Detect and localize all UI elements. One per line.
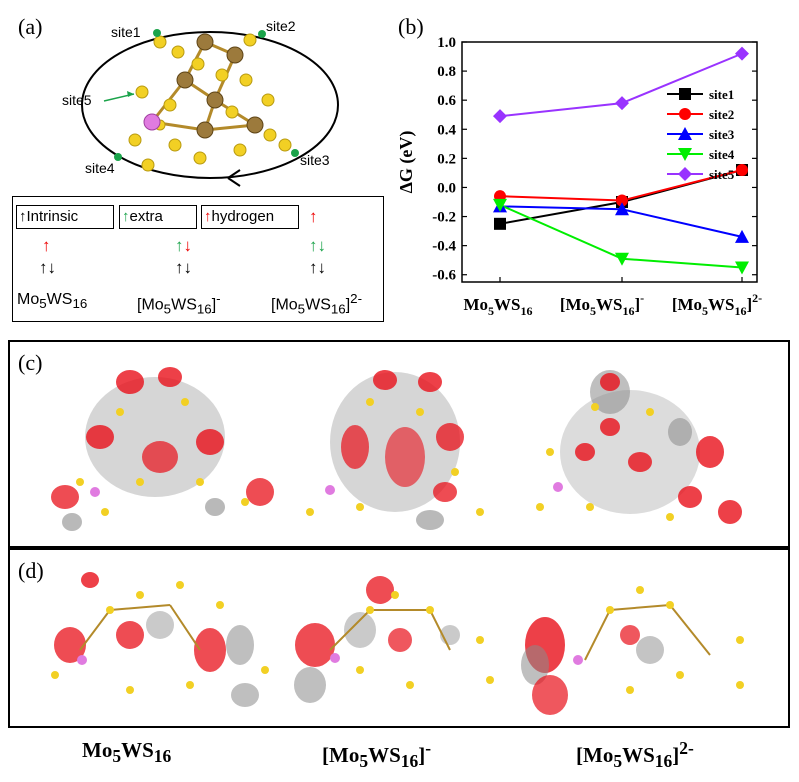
spin-diagram-dianion: ↑↓ ↑↓	[309, 236, 326, 277]
data-point	[494, 217, 506, 230]
site3-label: site3	[300, 152, 330, 168]
orbital-cluster-anion-d	[294, 576, 494, 703]
plot-frame	[461, 41, 758, 283]
orbital-cluster-neutral-c	[51, 367, 274, 531]
legend-intrinsic: ↑Intrinsic	[16, 205, 114, 229]
intrinsic-arrow-icon: ↑	[19, 208, 27, 225]
legend-label-site4: site4	[709, 147, 735, 162]
site5-arrow-icon	[127, 91, 134, 97]
orbital-images-d	[51, 572, 744, 715]
y-tick-label: -0.4	[432, 239, 456, 255]
spin-diagram-anion: ↑↓ ↑↓	[175, 236, 192, 277]
legend-label-site5: site5	[709, 167, 735, 182]
electron-legend-box: ↑Intrinsic ↑extra ↑hydrogen ↑ ↑ ↑↓ ↑↓ ↑↓ ↑…	[12, 196, 384, 322]
data-point	[735, 229, 749, 243]
legend-marker-site4	[678, 148, 692, 161]
legend-extra: ↑extra	[119, 205, 197, 229]
bottom-label-dianion: [Mo5WS16]2-	[576, 738, 694, 772]
y-tick-label: 0.2	[437, 151, 456, 167]
data-point	[616, 194, 628, 207]
legend-extra-label: extra	[129, 208, 163, 225]
panel-label-d: (d)	[18, 558, 44, 583]
data-point	[493, 198, 507, 212]
data-point	[735, 46, 749, 61]
legend-label-site3: site3	[709, 127, 735, 142]
state-label-dianion: [Mo5WS16]2-	[271, 291, 363, 317]
panel-label-c: (c)	[18, 350, 43, 375]
extra-arrow-icon: ↑	[122, 208, 130, 225]
data-point	[735, 261, 749, 275]
state-label-neutral: Mo5WS16	[17, 291, 88, 312]
orbital-images-c	[51, 367, 742, 531]
legend-label-site2: site2	[709, 107, 734, 122]
orbital-cluster-neutral-d	[51, 572, 269, 707]
hydrogen-arrow-icon-2: ↑	[309, 207, 318, 226]
bottom-label-neutral: Mo5WS16	[82, 738, 172, 767]
site2-dot	[258, 30, 266, 38]
site1-dot	[153, 29, 161, 37]
legend-marker-site3	[678, 127, 692, 140]
y-axis-label: ΔG (eV)	[396, 131, 417, 194]
legend-marker-site1	[679, 88, 691, 100]
site1-label: site1	[111, 24, 141, 40]
panel-d-frame	[8, 548, 790, 728]
legend-marker-site5	[678, 167, 692, 181]
legend-label-site1: site1	[709, 87, 734, 102]
bottom-label-anion: [Mo5WS16]-	[322, 738, 432, 772]
panel-label-a: (a)	[18, 14, 43, 39]
data-point	[615, 252, 629, 266]
legend-hydrogen-label: hydrogen	[211, 208, 275, 225]
tungsten-atom	[143, 113, 161, 131]
y-tick-label: -0.6	[432, 268, 456, 284]
y-tick-label: 1.0	[437, 35, 456, 51]
loop-arrow-icon	[227, 169, 241, 187]
x-tick-label: [Mo5WS16]2-	[672, 291, 762, 318]
panel-label-b: (b)	[398, 14, 424, 39]
hydrogen-arrow-icon: ↑	[204, 208, 212, 225]
cluster-structure-a	[81, 29, 339, 187]
site2-label: site2	[266, 18, 296, 34]
data-point	[736, 164, 748, 176]
panel-c-frame	[8, 340, 790, 548]
spin-diagram-neutral: ↑ ↑↓	[39, 236, 56, 277]
x-tick-label: Mo5WS16	[463, 295, 532, 318]
data-point	[615, 202, 629, 216]
site3-dot	[291, 149, 299, 157]
y-tick-label: 0.0	[437, 180, 456, 196]
data-point	[493, 109, 507, 124]
y-tick-label: 0.4	[437, 122, 456, 138]
legend-hydrogen: ↑hydrogen	[201, 205, 299, 229]
site-loop	[81, 31, 339, 179]
delta-g-chart: 1.0 0.8 0.6 0.4 0.2 0.0 -0.2 -0.4 -0.6 site1 site…	[396, 35, 762, 318]
state-label-anion: [Mo5WS16]-	[137, 291, 221, 317]
y-tick-label: 0.6	[437, 93, 456, 109]
legend-intrinsic-label: Intrinsic	[26, 208, 79, 225]
orbital-cluster-anion-c	[306, 370, 484, 530]
y-tick-label: 0.8	[437, 64, 456, 80]
x-tick-label: [Mo5WS16]-	[560, 291, 644, 318]
legend-marker-site2	[679, 108, 691, 120]
site4-dot	[114, 153, 122, 161]
site4-label: site4	[85, 160, 115, 176]
site5-label: site5	[62, 92, 92, 108]
orbital-cluster-dianion-d	[521, 586, 744, 715]
y-tick-label: -0.2	[432, 210, 456, 226]
data-point	[615, 96, 629, 111]
orbital-cluster-dianion-c	[536, 370, 742, 524]
